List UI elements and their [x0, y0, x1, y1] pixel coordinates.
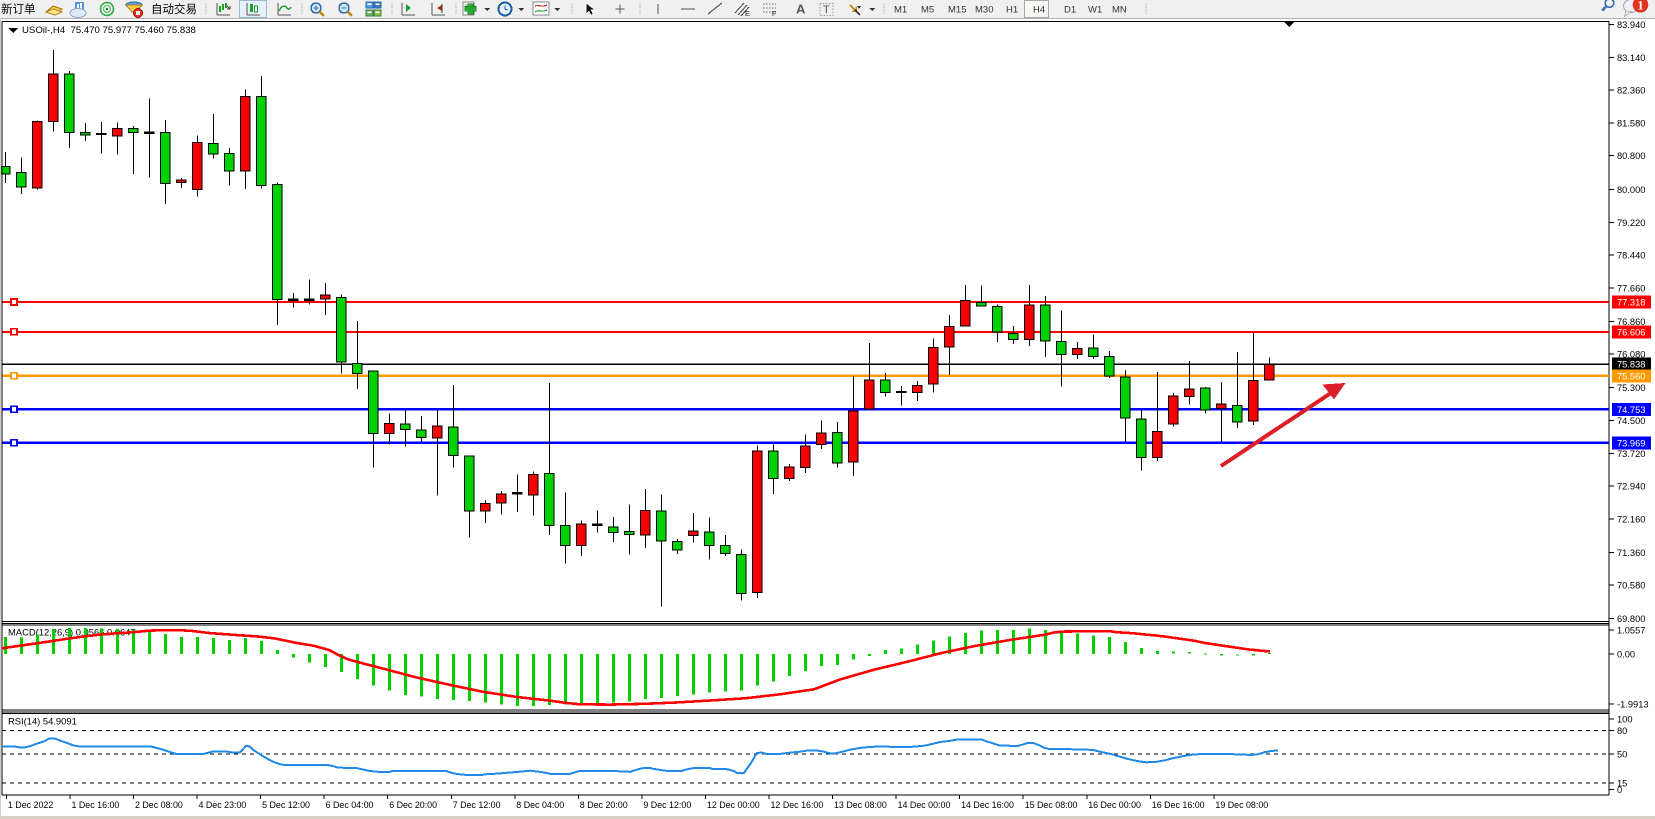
svg-text:H4: H4 [1033, 5, 1045, 16]
svg-text:D1: D1 [1064, 5, 1076, 16]
svg-text:16 Dec 16:00: 16 Dec 16:00 [1152, 800, 1205, 810]
svg-text:W1: W1 [1088, 5, 1102, 16]
svg-text:E: E [745, 11, 750, 18]
svg-text:1: 1 [1637, 0, 1643, 13]
svg-text:12 Dec 16:00: 12 Dec 16:00 [771, 800, 824, 810]
svg-text:50: 50 [1617, 749, 1627, 759]
svg-text:80: 80 [1617, 726, 1627, 736]
svg-text:MN: MN [1112, 5, 1127, 16]
svg-text:自动交易: 自动交易 [151, 2, 197, 16]
svg-text:73.720: 73.720 [1617, 449, 1645, 459]
svg-text:78.440: 78.440 [1617, 251, 1645, 261]
svg-text:M1: M1 [894, 5, 907, 16]
svg-text:70.580: 70.580 [1617, 581, 1645, 591]
svg-text:19 Dec 08:00: 19 Dec 08:00 [1215, 800, 1268, 810]
svg-text:15 Dec 08:00: 15 Dec 08:00 [1025, 800, 1078, 810]
svg-text:14 Dec 00:00: 14 Dec 00:00 [898, 800, 951, 810]
svg-text:6 Dec 20:00: 6 Dec 20:00 [389, 800, 437, 810]
svg-text:77.318: 77.318 [1617, 298, 1645, 308]
svg-text:新订单: 新订单 [1, 2, 36, 16]
svg-text:80.000: 80.000 [1617, 185, 1645, 195]
svg-text:74.500: 74.500 [1617, 416, 1645, 426]
svg-text:2 Dec 08:00: 2 Dec 08:00 [135, 800, 183, 810]
svg-text:82.360: 82.360 [1617, 86, 1645, 96]
svg-text:76.606: 76.606 [1617, 327, 1645, 337]
svg-text:USOil-,H4 75.470 75.977 75.46: USOil-,H4 75.470 75.977 75.460 75.838 [22, 25, 196, 36]
svg-text:5 Dec 12:00: 5 Dec 12:00 [262, 800, 310, 810]
svg-text:-1.9913: -1.9913 [1617, 699, 1649, 709]
svg-text:12 Dec 00:00: 12 Dec 00:00 [707, 800, 760, 810]
svg-text:T: T [823, 4, 830, 16]
svg-text:M30: M30 [975, 5, 993, 16]
svg-text:73.969: 73.969 [1617, 438, 1645, 448]
svg-text:8 Dec 04:00: 8 Dec 04:00 [516, 800, 564, 810]
svg-text:15: 15 [1617, 779, 1627, 789]
svg-text:100: 100 [1617, 715, 1633, 725]
svg-text:75.838: 75.838 [1617, 360, 1645, 370]
svg-text:RSI(14) 54.9091: RSI(14) 54.9091 [8, 716, 77, 727]
svg-text:1 Dec 16:00: 1 Dec 16:00 [72, 800, 120, 810]
svg-text:M5: M5 [921, 5, 934, 16]
svg-text:79.220: 79.220 [1617, 218, 1645, 228]
svg-text:72.160: 72.160 [1617, 515, 1645, 525]
svg-text:1.0557: 1.0557 [1617, 626, 1645, 636]
svg-text:4 Dec 23:00: 4 Dec 23:00 [199, 800, 247, 810]
svg-text:71.360: 71.360 [1617, 548, 1645, 558]
svg-text:72.940: 72.940 [1617, 482, 1645, 492]
svg-text:76.860: 76.860 [1617, 317, 1645, 327]
svg-text:0: 0 [1617, 785, 1622, 795]
svg-text:8 Dec 20:00: 8 Dec 20:00 [580, 800, 628, 810]
svg-text:75.300: 75.300 [1617, 383, 1645, 393]
svg-text:14 Dec 16:00: 14 Dec 16:00 [961, 800, 1014, 810]
svg-text:83.140: 83.140 [1617, 53, 1645, 63]
svg-text:80.800: 80.800 [1617, 151, 1645, 161]
svg-text:1 Dec 2022: 1 Dec 2022 [8, 800, 53, 810]
svg-text:0.00: 0.00 [1617, 649, 1635, 659]
svg-text:16 Dec 00:00: 16 Dec 00:00 [1088, 800, 1141, 810]
svg-text:6 Dec 04:00: 6 Dec 04:00 [326, 800, 374, 810]
svg-text:81.580: 81.580 [1617, 118, 1645, 128]
svg-text:A: A [796, 2, 806, 17]
svg-text:13 Dec 08:00: 13 Dec 08:00 [834, 800, 887, 810]
svg-text:F: F [772, 11, 776, 18]
svg-text:75.560: 75.560 [1617, 371, 1645, 381]
svg-text:7 Dec 12:00: 7 Dec 12:00 [453, 800, 501, 810]
svg-text:77.660: 77.660 [1617, 283, 1645, 293]
svg-text:9 Dec 12:00: 9 Dec 12:00 [643, 800, 691, 810]
svg-text:M15: M15 [948, 5, 966, 16]
svg-text:74.753: 74.753 [1617, 405, 1645, 415]
svg-text:83.940: 83.940 [1617, 20, 1645, 30]
svg-text:H1: H1 [1006, 5, 1018, 16]
svg-text:69.800: 69.800 [1617, 614, 1645, 624]
svg-text:76.080: 76.080 [1617, 350, 1645, 360]
svg-text:MACD(12,26,9) 0.0566 0.0647: MACD(12,26,9) 0.0566 0.0647 [8, 627, 136, 638]
